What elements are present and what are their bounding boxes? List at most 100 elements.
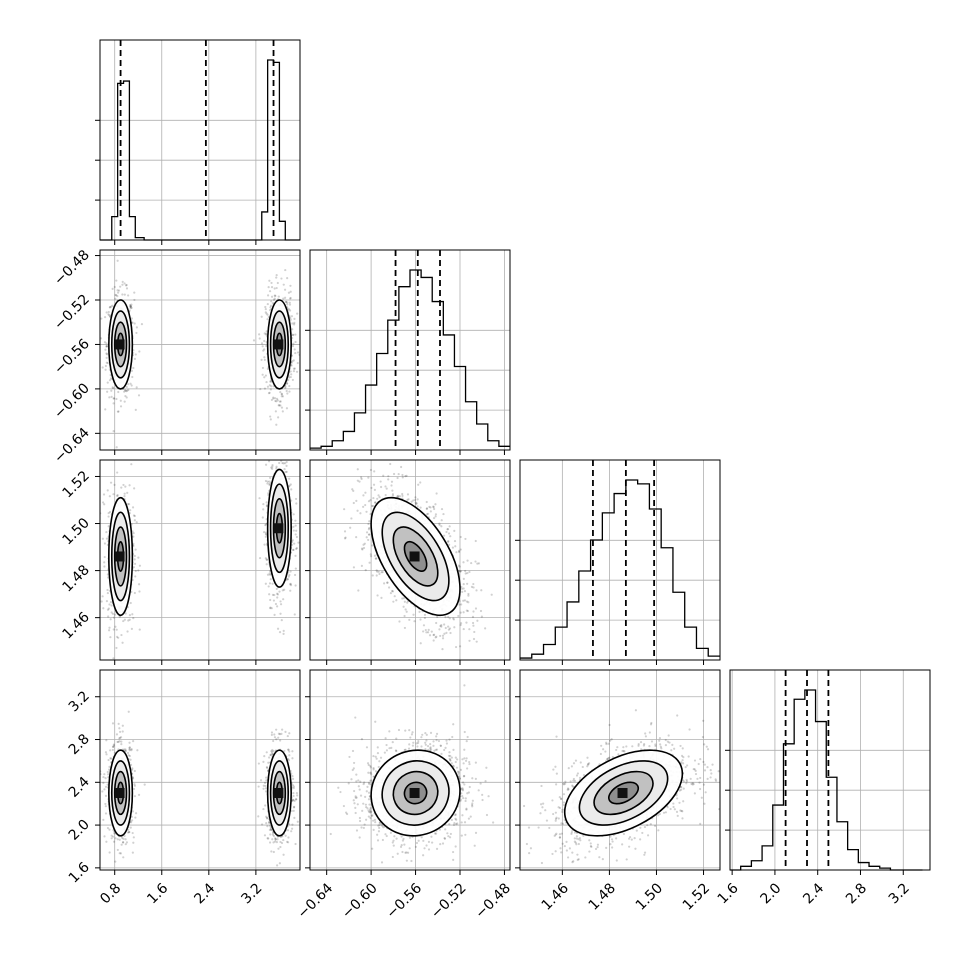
sample-point	[133, 487, 136, 490]
sample-point	[277, 295, 280, 298]
sample-point	[117, 410, 120, 413]
sample-point	[383, 446, 385, 448]
contour-line	[110, 511, 131, 602]
sample-point	[436, 615, 439, 618]
sample-point	[132, 836, 135, 839]
sample-point	[448, 627, 452, 630]
sample-point	[286, 303, 289, 306]
sample-point	[285, 407, 289, 410]
sample-point	[129, 307, 132, 310]
sample-point	[116, 740, 119, 744]
sample-point	[130, 384, 133, 387]
sample-point	[119, 285, 122, 288]
sample-point	[117, 722, 120, 725]
sample-point	[428, 634, 432, 637]
sample-point	[270, 295, 274, 298]
sample-point	[108, 629, 111, 632]
sample-point	[134, 569, 137, 573]
joint-panel-0-3	[95, 669, 301, 875]
contour-line	[266, 468, 292, 588]
sample-point	[432, 633, 435, 637]
sample-point	[268, 480, 271, 483]
sample-point	[121, 283, 124, 286]
sample-point	[368, 533, 371, 536]
sample-point	[294, 584, 297, 587]
sample-point	[127, 388, 130, 391]
sample-point	[105, 753, 108, 756]
sample-point	[281, 461, 284, 465]
sample-point	[103, 565, 106, 568]
sample-point	[282, 283, 285, 286]
sample-point	[462, 599, 465, 602]
sample-point	[263, 358, 266, 362]
sample-point	[273, 593, 276, 597]
sample-point	[292, 370, 296, 373]
sample-point	[264, 479, 268, 483]
sample-point	[120, 633, 123, 637]
sample-point	[105, 739, 108, 742]
sample-point	[401, 494, 404, 497]
sample-point	[390, 484, 393, 487]
sample-point	[413, 620, 416, 623]
sample-point	[115, 646, 118, 650]
sample-point	[121, 841, 125, 844]
sample-point	[466, 609, 469, 613]
sample-point	[457, 550, 461, 554]
sample-point	[264, 374, 267, 377]
sample-point	[103, 503, 106, 506]
sample-point	[259, 387, 262, 391]
sample-point	[391, 489, 394, 492]
sample-point	[459, 622, 463, 625]
sample-point	[129, 305, 132, 308]
sample-point	[290, 373, 293, 376]
sample-point	[425, 513, 429, 516]
sample-point	[118, 727, 121, 730]
sample-point	[102, 775, 105, 779]
sample-point	[462, 611, 465, 614]
sample-point	[447, 628, 451, 631]
sample-point	[277, 457, 279, 459]
sample-point	[108, 314, 111, 317]
sample-point	[415, 502, 418, 505]
sample-point	[120, 486, 123, 489]
sample-point	[427, 631, 430, 634]
panel-frame	[99, 249, 301, 451]
sample-point	[294, 567, 297, 570]
sample-point	[429, 506, 432, 509]
sample-point	[441, 634, 445, 637]
sample-point	[284, 300, 288, 303]
sample-point	[375, 569, 378, 572]
sample-point	[465, 621, 468, 624]
sample-point	[387, 586, 391, 589]
sample-point	[117, 740, 120, 744]
sample-point	[268, 483, 271, 487]
sample-point	[260, 358, 263, 361]
sample-point	[449, 631, 452, 635]
sample-point	[105, 840, 108, 843]
sample-point	[121, 641, 124, 644]
sample-point	[131, 810, 134, 813]
sample-point	[123, 494, 126, 498]
sample-point	[124, 748, 127, 751]
sample-point	[380, 571, 383, 574]
sample-point	[118, 615, 121, 618]
sample-point	[111, 304, 114, 307]
sample-point	[103, 773, 106, 776]
sample-point	[440, 525, 443, 528]
sample-point	[125, 390, 128, 393]
sample-point	[269, 415, 272, 418]
sample-point	[404, 475, 407, 478]
sample-point	[113, 285, 116, 289]
sample-point	[392, 600, 395, 603]
sample-point	[362, 546, 366, 550]
sample-point	[297, 541, 300, 544]
sample-point	[474, 560, 477, 563]
sample-point	[264, 311, 267, 314]
sample-point	[105, 311, 108, 314]
sample-point	[296, 351, 300, 354]
sample-point	[376, 594, 379, 597]
sample-point	[378, 572, 381, 576]
sample-point	[441, 647, 444, 651]
sample-point	[472, 586, 475, 589]
sample-point	[130, 749, 133, 752]
